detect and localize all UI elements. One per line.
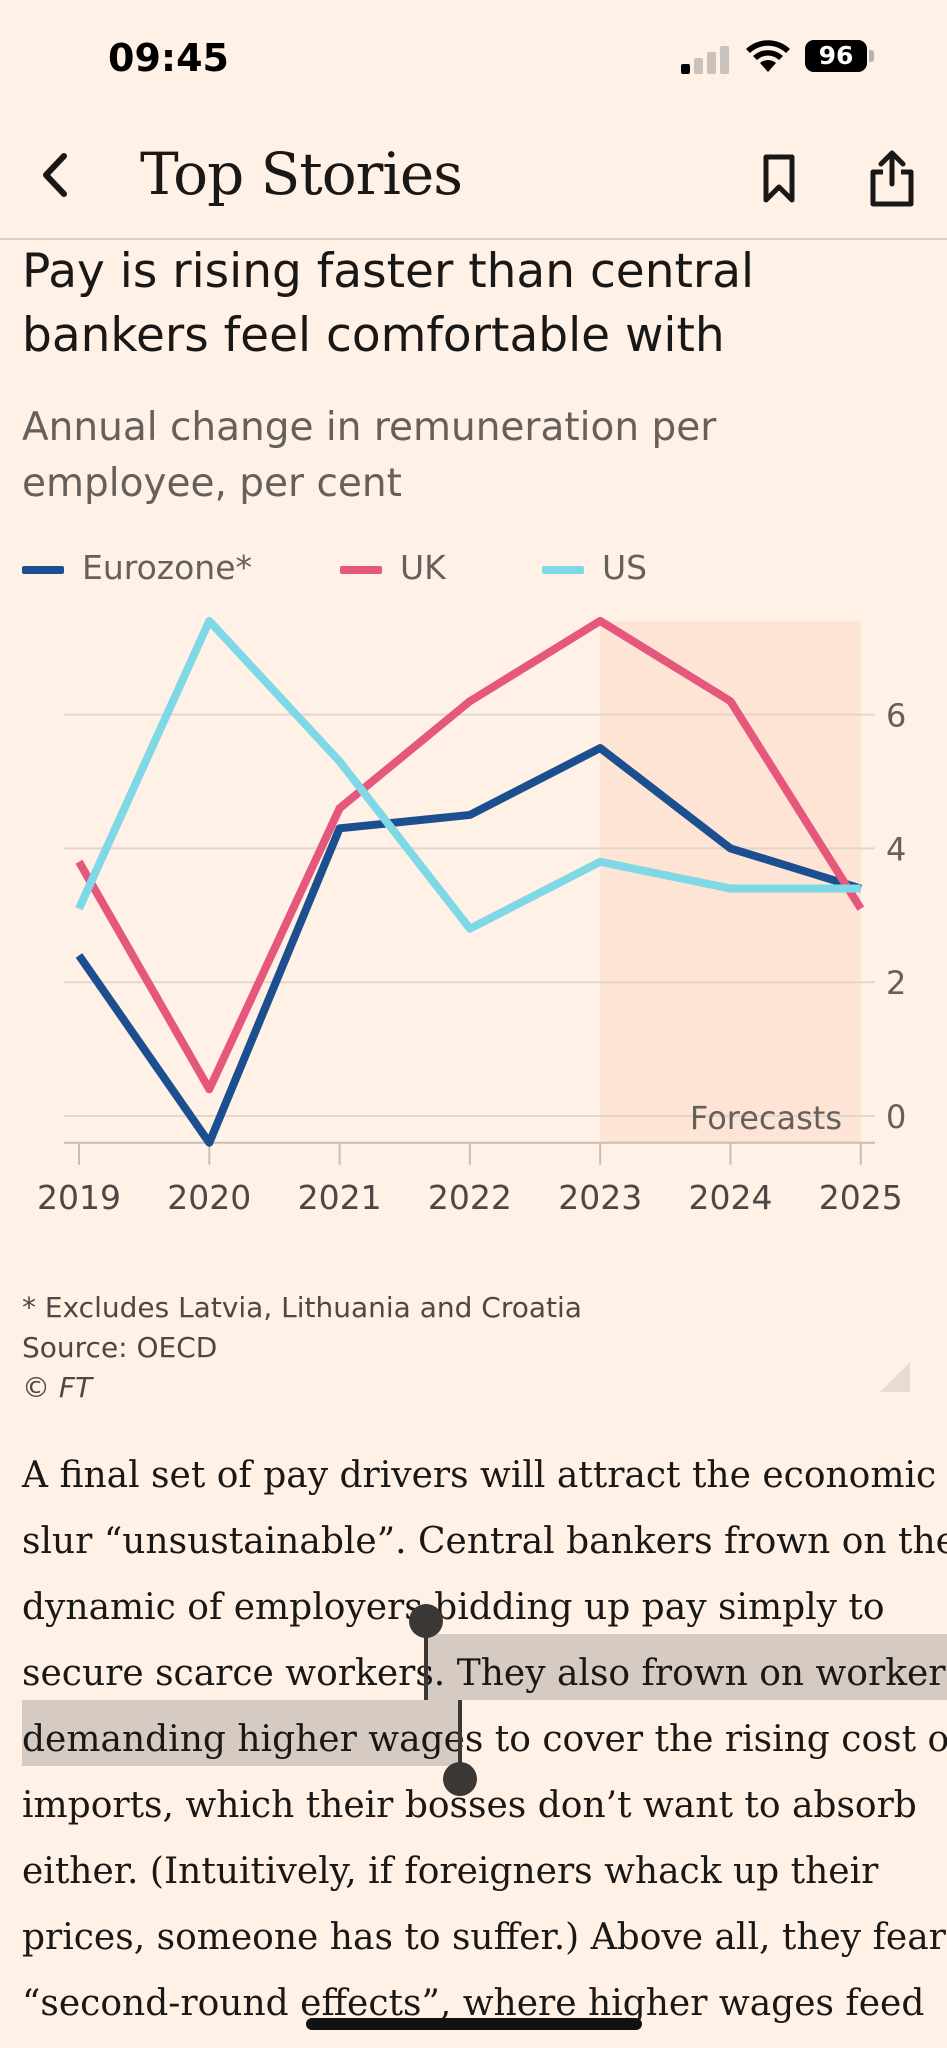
x-tick-label: 2021 [298, 1178, 382, 1217]
legend-item-eurozone: Eurozone* [22, 548, 252, 587]
y-tick-label: 2 [886, 964, 906, 1002]
chart-subtitle-line: Annual change in remuneration per [22, 405, 717, 450]
selection-end-caret [458, 1700, 462, 1776]
text-selection-highlight [22, 1700, 460, 1766]
y-tick-label: 0 [886, 1098, 906, 1136]
line-chart: 6 4 2 0 2019 2020 2021 2022 2023 2024 2025 Forecast… [0, 600, 947, 1240]
article-line[interactable]: either. (Intuitively, if foreigners whac… [22, 1851, 879, 1892]
chart-subtitle-line: employee, per cent [22, 461, 402, 506]
status-bar: 09:45 96 [0, 0, 947, 110]
legend-label-uk: UK [400, 548, 446, 587]
text-selection-highlight [426, 1634, 947, 1700]
chart-source: Source: OECD [22, 1331, 218, 1364]
article-line[interactable]: prices, someone has to suffer.) Above al… [22, 1917, 946, 1958]
article-line[interactable]: demanding higher wages to cover the risi… [22, 1719, 947, 1760]
legend-swatch-uk [340, 565, 382, 574]
wifi-icon [746, 40, 790, 72]
cellular-signal-icon [681, 44, 731, 74]
legend-swatch-us [542, 565, 584, 574]
battery-cap [869, 50, 874, 62]
chart-title-line: Pay is rising faster than central [22, 244, 755, 299]
legend-label-eurozone: Eurozone* [82, 548, 253, 587]
article-line[interactable]: “second-round effects”, where higher wag… [22, 1983, 925, 2024]
chevron-left-icon[interactable] [34, 150, 74, 200]
forecast-label: Forecasts [690, 1099, 842, 1137]
selection-end-handle[interactable] [443, 1762, 477, 1796]
chart-footnote: * Excludes Latvia, Lithuania and Croatia [22, 1291, 582, 1324]
chart-copyright: © FT [22, 1371, 93, 1404]
legend-item-uk: UK [340, 548, 446, 587]
article-line[interactable]: A final set of pay drivers will attract … [22, 1455, 937, 1496]
series-line-eurozone [75, 744, 862, 1147]
chart-title-line: bankers feel comfortable with [22, 308, 725, 363]
x-tick-label: 2024 [689, 1178, 773, 1217]
chart-title: Pay is rising faster than central banker… [22, 240, 902, 368]
x-tick-label: 2020 [167, 1178, 251, 1217]
share-icon[interactable] [868, 150, 916, 208]
expand-corner-icon[interactable] [880, 1362, 910, 1392]
status-time: 09:45 [108, 36, 229, 80]
article-line[interactable]: secure scarce workers. They also frown o… [22, 1653, 947, 1694]
article-line[interactable]: slur “unsustainable”. Central bankers fr… [22, 1521, 947, 1562]
series-line-uk [75, 616, 865, 1094]
x-tick-label: 2022 [428, 1178, 512, 1217]
nav-title: Top Stories [140, 140, 463, 208]
line-chart-svg: 6 4 2 0 2019 2020 2021 2022 2023 2024 2025 Forecast… [37, 616, 906, 1217]
series-line-us [75, 616, 861, 933]
home-indicator[interactable] [306, 2018, 642, 2030]
y-tick-label: 6 [886, 697, 906, 735]
x-tick-label: 2023 [558, 1178, 642, 1217]
x-tick-label: 2019 [37, 1178, 121, 1217]
article-line[interactable]: dynamic of employers bidding up pay simp… [22, 1587, 885, 1628]
legend-swatch-eurozone [22, 565, 64, 574]
x-tick-label: 2025 [819, 1178, 903, 1217]
bookmark-icon[interactable] [762, 154, 796, 204]
chart-notes: * Excludes Latvia, Lithuania and Croatia… [22, 1288, 582, 1408]
y-tick-label: 4 [886, 830, 906, 868]
battery-indicator: 96 [805, 40, 867, 72]
legend-label-us: US [602, 548, 648, 587]
selection-start-caret [424, 1624, 428, 1700]
legend-item-us: US [542, 548, 647, 587]
top-nav-bar: Top Stories [0, 110, 947, 240]
chart-subtitle: Annual change in remuneration per employ… [22, 400, 902, 512]
